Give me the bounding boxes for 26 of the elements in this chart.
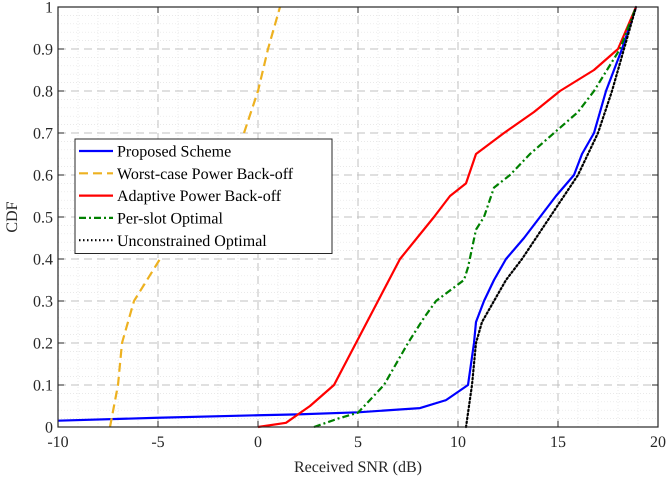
legend-label: Adaptive Power Back-off	[117, 188, 282, 206]
y-axis-title: CDF	[4, 201, 21, 233]
x-tick-label: 5	[354, 434, 362, 451]
y-tick-label: 0.8	[33, 84, 53, 101]
line-series	[464, 6, 638, 428]
x-tick-label: 15	[550, 434, 566, 451]
x-tick-label: 10	[450, 434, 466, 451]
y-tick-label: 0.2	[33, 336, 53, 353]
x-axis-title: Received SNR (dB)	[294, 459, 422, 476]
y-tick-label: 0.1	[33, 378, 53, 395]
legend-label: Unconstrained Optimal	[117, 232, 268, 250]
legend-label: Proposed Scheme	[117, 144, 232, 161]
legend-label: Per-slot Optimal	[117, 210, 224, 228]
y-tick-label: 0.6	[33, 168, 53, 185]
y-tick-label: 0.5	[33, 210, 53, 227]
y-tick-label: 0.3	[33, 294, 53, 311]
legend-label: Worst-case Power Back-off	[117, 166, 294, 183]
x-tick-label: -5	[151, 434, 165, 451]
x-tick-label: 20	[650, 434, 666, 451]
y-tick-label: 0.7	[33, 126, 53, 143]
x-tick-label: 0	[254, 434, 262, 451]
y-tick-label: 0.9	[33, 42, 53, 59]
y-tick-label: 1	[45, 0, 53, 17]
x-tick-label: -10	[47, 434, 69, 451]
y-tick-label: 0.4	[33, 252, 53, 269]
y-tick-label: 0	[45, 420, 53, 437]
